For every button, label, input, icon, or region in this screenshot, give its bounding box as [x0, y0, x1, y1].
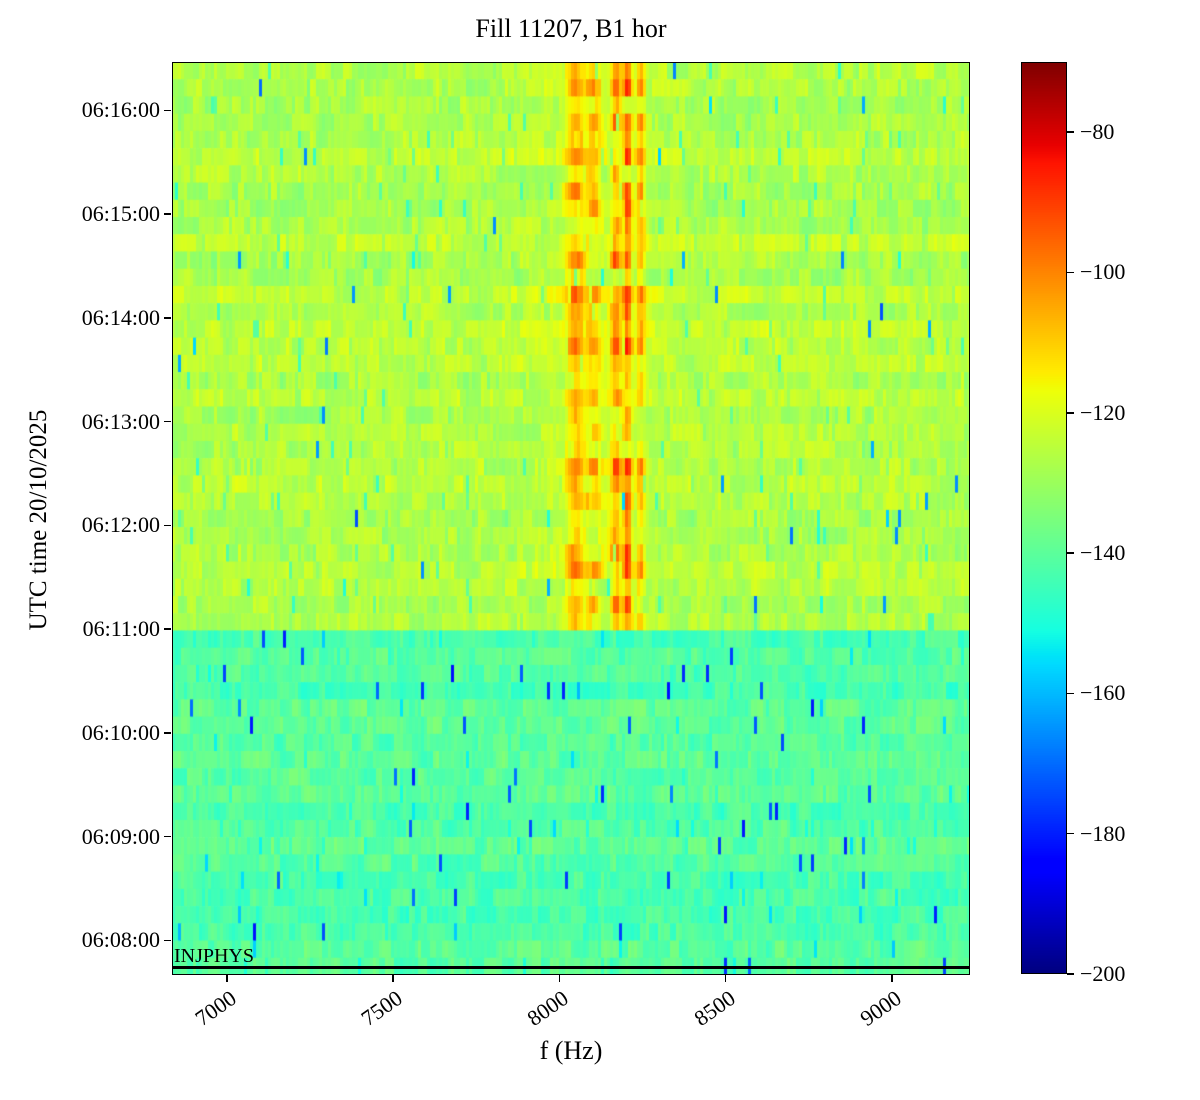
colorbar-tick-label: −180 [1080, 820, 1126, 846]
y-tick-label: 06:08:00 [81, 927, 160, 953]
y-tick-mark [164, 939, 171, 942]
colorbar-tick-mark [1067, 411, 1074, 414]
x-tick-mark [724, 975, 727, 982]
chart-title: Fill 11207, B1 hor [475, 14, 667, 43]
colorbar-tick-label: −100 [1080, 259, 1126, 285]
y-tick-label: 06:10:00 [81, 719, 160, 745]
colorbar-tick-mark [1067, 692, 1074, 695]
x-axis-label: f (Hz) [539, 1036, 603, 1065]
y-axis-label: UTC time 20/10/2025 [25, 409, 52, 631]
x-tick-mark [891, 975, 893, 982]
colorbar-tick-label: −80 [1080, 119, 1115, 145]
colorbar-tick-mark [1067, 552, 1074, 554]
y-tick-mark [164, 109, 171, 112]
injphys-event-line [172, 966, 970, 969]
y-tick-mark [164, 628, 171, 630]
y-tick-label: 06:12:00 [81, 512, 160, 538]
y-tick-mark [164, 524, 171, 527]
y-tick-label: 06:14:00 [81, 304, 160, 330]
x-tick-mark [558, 975, 561, 982]
y-tick-label: 06:15:00 [81, 201, 160, 227]
colorbar-tick-label: −140 [1080, 540, 1126, 566]
y-tick-label: 06:13:00 [81, 408, 160, 434]
colorbar [1021, 62, 1067, 974]
y-tick-label: 06:16:00 [81, 97, 160, 123]
colorbar-tick-mark [1067, 271, 1074, 274]
y-tick-label: 06:09:00 [81, 823, 160, 849]
colorbar-tick-mark [1067, 973, 1074, 975]
y-tick-mark [164, 420, 171, 423]
y-tick-mark [164, 213, 171, 215]
colorbar-tick-label: −120 [1080, 399, 1126, 425]
x-tick-mark [392, 975, 394, 982]
y-tick-mark [164, 317, 171, 319]
colorbar-tick-label: −200 [1080, 961, 1126, 986]
y-tick-label: 06:11:00 [82, 616, 160, 642]
y-tick-mark [164, 732, 171, 734]
injphys-annotation: INJPHYS [174, 945, 255, 967]
colorbar-tick-label: −160 [1080, 680, 1126, 706]
colorbar-tick-mark [1067, 131, 1074, 133]
spectrogram-heatmap [172, 62, 970, 975]
x-tick-mark [226, 975, 228, 982]
y-tick-mark [164, 835, 171, 838]
colorbar-tick-mark [1067, 832, 1074, 835]
